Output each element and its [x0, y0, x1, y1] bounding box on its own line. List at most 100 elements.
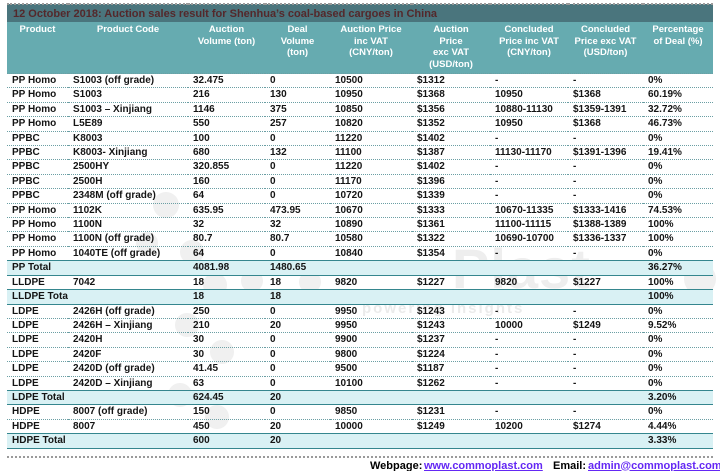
table-row: PPBC 2348M (off grade) 64 0 10720 $1339- -0%	[7, 188, 714, 204]
table-cell: 1480.65	[265, 260, 330, 276]
table-cell: $1274	[568, 419, 643, 435]
table-cell: HDPE Total	[7, 433, 68, 449]
table-cell: $1339	[412, 188, 490, 204]
table-cell: PPBC	[7, 174, 68, 190]
table-cell: 635.95	[188, 203, 265, 219]
table-row: PP Homo S1003 216 130 10950 $1368 10950 $1368 60…	[7, 87, 714, 103]
table-cell: 0%	[643, 361, 714, 377]
table-row: PPBC 2500HY 320.855 0 11220 $1402- -0%	[7, 159, 714, 175]
table-cell: 680	[188, 145, 265, 161]
table-row: PP Homo L5E89 550 257 10820 $1352 10950 $1368 46…	[7, 116, 714, 132]
table-cell: $1243	[412, 304, 490, 319]
column-header: Auction Price inc VAT (CNY/ton)	[330, 22, 412, 74]
table-cell: 4.44%	[643, 419, 714, 435]
total-row: LLDPE Total 18 18 100%	[7, 289, 714, 305]
table-cell: S1003	[68, 87, 188, 103]
table-row: PP Homo 1102K 635.95 473.95 10670 $1333 10670-…	[7, 203, 714, 219]
table-cell: S1003 (off grade)	[68, 73, 188, 89]
table-cell: PP Homo	[7, 217, 68, 233]
table-cell: 10840	[330, 246, 412, 262]
table-cell	[568, 260, 643, 276]
table-cell: PP Homo	[7, 231, 68, 247]
table-cell: $1368	[568, 87, 643, 103]
table-row: PP Homo S1003 (off grade) 32.475 0 10500 $131…	[7, 73, 714, 89]
table-cell: LDPE	[7, 361, 68, 377]
table-cell: 10000	[330, 419, 412, 435]
table-cell: LDPE	[7, 376, 68, 391]
table-cell: 100%	[643, 275, 714, 291]
table-cell: 7042	[68, 275, 188, 291]
table-cell: 0%	[643, 159, 714, 175]
table-cell: 80.7	[265, 231, 330, 247]
table-cell: 8007	[68, 419, 188, 435]
table-cell: LDPE	[7, 347, 68, 363]
table-row: PP Homo 1100N (off grade) 80.7 80.7 10580 $13…	[7, 231, 714, 247]
table-cell: 130	[265, 87, 330, 103]
table-cell: 18	[265, 275, 330, 291]
table-cell: K8003- Xinjiang	[68, 145, 188, 161]
table-cell: -	[568, 174, 643, 190]
table-row: PP Homo 1040TE (off grade) 64 0 10840 $1354- -…	[7, 246, 714, 262]
table-cell: PPBC	[7, 145, 68, 161]
table-cell: 10100	[330, 376, 412, 391]
table-cell: 64	[188, 188, 265, 204]
table-cell: $1391-1396	[568, 145, 643, 161]
table-cell: 100%	[643, 217, 714, 233]
table-cell: $1237	[412, 332, 490, 348]
table-cell: $1243	[412, 318, 490, 334]
table-cell	[68, 433, 188, 449]
table-cell: PPBC	[7, 159, 68, 175]
table-cell: -	[490, 131, 568, 147]
email-link[interactable]: admin@commoplast.com	[588, 459, 720, 471]
table-cell: 4081.98	[188, 260, 265, 276]
table-cell: PPBC	[7, 131, 68, 147]
table-cell: 8007 (off grade)	[68, 404, 188, 420]
table-cell: $1336-1337	[568, 231, 643, 247]
table-cell	[568, 289, 643, 305]
table-cell: 10200	[490, 419, 568, 435]
table-row: LDPE 2420D (off grade) 41.45 0 9500 $1187- -0%	[7, 361, 714, 377]
table-cell	[412, 289, 490, 305]
table-cell	[490, 433, 568, 449]
table-cell: 11100	[330, 145, 412, 161]
table-cell: 19.41%	[643, 145, 714, 161]
table-cell: -	[490, 361, 568, 377]
table-cell: 2500H	[68, 174, 188, 190]
table-cell: 63	[188, 376, 265, 391]
table-body: PP Homo S1003 (off grade) 32.475 0 10500 $131…	[7, 73, 714, 449]
table-cell: PPBC	[7, 188, 68, 204]
table-cell: PP Homo	[7, 203, 68, 219]
table-cell: 64	[188, 246, 265, 262]
table-row: LDPE 2426H (off grade) 250 0 9950 $1243- -0%	[7, 304, 714, 319]
table-cell	[330, 289, 412, 305]
table-cell: PP Homo	[7, 246, 68, 262]
table-row: PP Homo S1003 – Xinjiang 1146 375 10850 $1356…	[7, 102, 714, 118]
table-cell	[490, 289, 568, 305]
table-cell: 0%	[643, 131, 714, 147]
table-cell: 3.20%	[643, 389, 714, 406]
table-cell: 11220	[330, 159, 412, 175]
table-cell: 10850	[330, 102, 412, 118]
table-cell	[68, 260, 188, 276]
total-row: LDPE Total 624.45 20 3.20%	[7, 389, 714, 406]
table-cell: $1356	[412, 102, 490, 118]
table-cell: $1322	[412, 231, 490, 247]
table-cell: $1402	[412, 159, 490, 175]
table-cell: 2348M (off grade)	[68, 188, 188, 204]
table-cell: PP Homo	[7, 116, 68, 132]
table-cell: -	[490, 404, 568, 420]
table-cell: 11220	[330, 131, 412, 147]
table-cell	[68, 289, 188, 305]
table-cell: $1361	[412, 217, 490, 233]
table-cell: HDPE	[7, 419, 68, 435]
table-cell	[490, 260, 568, 276]
column-header: Product Code	[68, 22, 188, 74]
table-cell: -	[568, 131, 643, 147]
table-cell: $1333	[412, 203, 490, 219]
table-cell: 0	[265, 131, 330, 147]
table-row: PPBC K8003- Xinjiang 680 132 11100 $1387 11130…	[7, 145, 714, 161]
webpage-link[interactable]: www.commoplast.com	[424, 459, 543, 471]
column-header-row: Product Product Code Auction Volume (ton) D…	[7, 22, 714, 74]
table-cell: 0	[265, 404, 330, 420]
table-cell: 9800	[330, 347, 412, 363]
